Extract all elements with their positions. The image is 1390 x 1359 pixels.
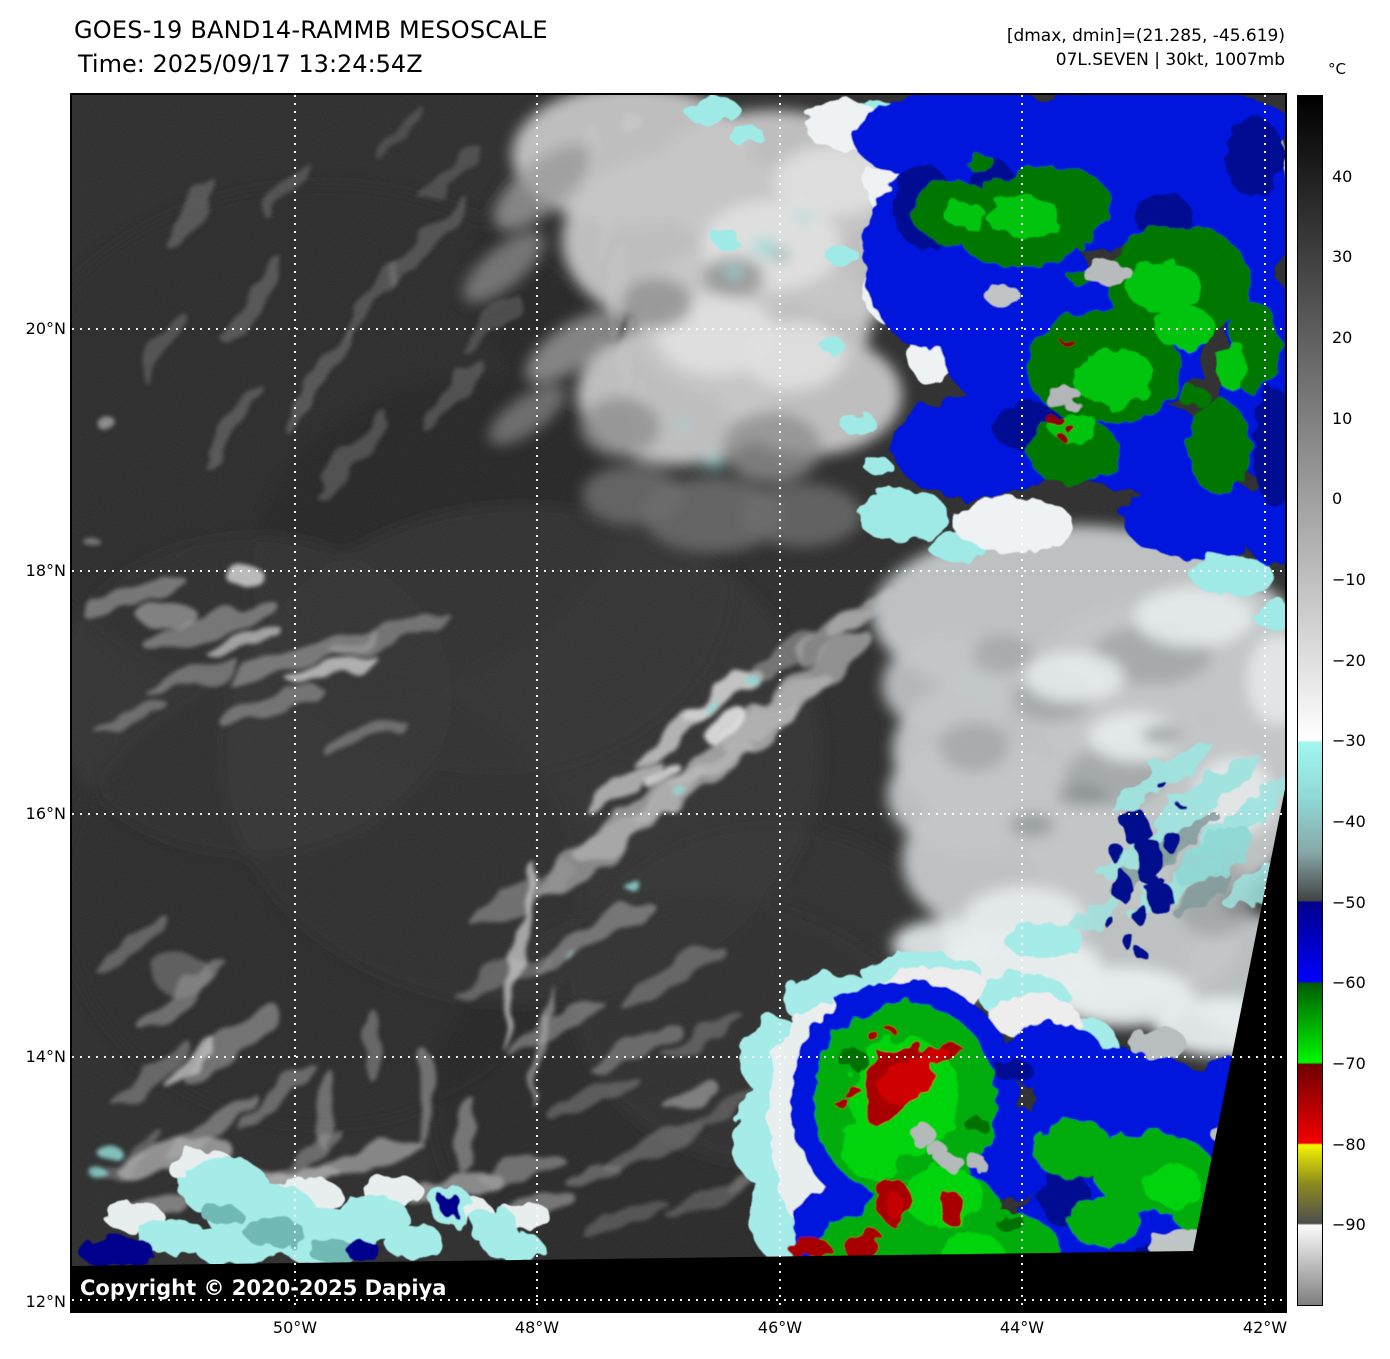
page-title: GOES-19 BAND14-RAMMB MESOSCALE xyxy=(74,16,548,44)
colorbar-tick: 0 xyxy=(1332,489,1343,508)
lon-label-42w: 42°W xyxy=(1242,1318,1288,1337)
dmax-dmin-readout: [dmax, dmin]=(21.285, -45.619) xyxy=(1006,26,1285,46)
colorbar-tick: −40 xyxy=(1332,812,1366,831)
satellite-map: Copyright © 2020-2025 Dapiya xyxy=(2,85,1327,1321)
lat-label-16n: 16°N xyxy=(25,804,66,823)
colorbar-tick: 20 xyxy=(1332,328,1353,347)
no-data-region xyxy=(72,789,1285,1311)
lat-label-12n: 12°N xyxy=(25,1292,66,1311)
lon-label-44w: 44°W xyxy=(999,1318,1045,1337)
convection-top-right xyxy=(684,85,1307,629)
lon-label-46w: 46°W xyxy=(757,1318,803,1337)
colorbar-tick: −60 xyxy=(1332,973,1366,992)
colorbar-tick: −80 xyxy=(1332,1135,1366,1154)
colorbar-tick: −10 xyxy=(1332,570,1366,589)
storm-info: 07L.SEVEN | 30kt, 1007mb xyxy=(1055,50,1285,70)
colorbar-unit: °C xyxy=(1328,60,1346,78)
colorbar-tick: 30 xyxy=(1332,247,1353,266)
colorbar-tick: −50 xyxy=(1332,893,1366,912)
colorbar-tick: −90 xyxy=(1332,1215,1366,1234)
lat-label-14n: 14°N xyxy=(25,1047,66,1066)
timestamp: Time: 2025/09/17 13:24:54Z xyxy=(78,50,423,78)
colorbar-tick: 40 xyxy=(1332,167,1353,186)
graticule-grid xyxy=(72,95,1285,1311)
temperature-colorbar xyxy=(1297,95,1323,1306)
copyright-text: Copyright © 2020-2025 Dapiya xyxy=(80,1276,446,1300)
colorbar-tick: −70 xyxy=(1332,1054,1366,1073)
colorbar-tick: −30 xyxy=(1332,731,1366,750)
colorbar-tick: −20 xyxy=(1332,651,1366,670)
lon-label-50w: 50°W xyxy=(272,1318,318,1337)
lat-label-18n: 18°N xyxy=(25,561,66,580)
colorbar-tick: 10 xyxy=(1332,409,1353,428)
satellite-imagery: Copyright © 2020-2025 Dapiya xyxy=(2,85,1327,1321)
cloud-mass-middle-right xyxy=(872,525,1327,1085)
lat-label-20n: 20°N xyxy=(25,319,66,338)
lon-label-48w: 48°W xyxy=(514,1318,560,1337)
cold-clouds-bottom-left xyxy=(79,1149,552,1268)
